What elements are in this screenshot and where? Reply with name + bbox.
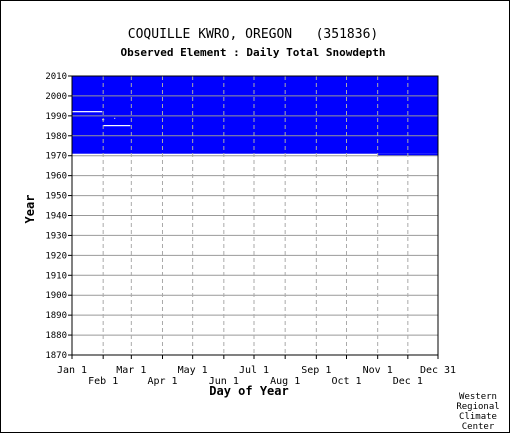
y-tick-label: 1940 (45, 212, 67, 222)
x-tick-label: Mar 1 (116, 365, 146, 376)
credit-line: Western (459, 392, 497, 402)
x-axis-label: Day of Year (209, 384, 288, 398)
y-tick-label: 1980 (45, 132, 67, 142)
y-tick-label: 1920 (45, 251, 67, 261)
y-tick-label: 1930 (45, 231, 67, 241)
y-tick-label: 1880 (45, 331, 67, 341)
x-tick-label: Feb 1 (88, 376, 118, 387)
y-axis-ticks: 2010 2000 1990 1980 1970 1960 1950 1940 1930 1920… (45, 72, 72, 361)
missing-data-gap (114, 117, 116, 119)
x-tick-label: Oct 1 (331, 376, 361, 387)
y-tick-label: 1910 (45, 271, 67, 281)
data-layer (72, 76, 438, 156)
y-tick-label: 1870 (45, 351, 67, 361)
x-tick-label: Aug 1 (270, 376, 300, 387)
y-tick-label: 1950 (45, 192, 67, 202)
chart-title: COQUILLE KWRO, OREGON (351836) (128, 27, 378, 42)
x-tick-label: Jul 1 (239, 365, 269, 376)
grid-layer (72, 76, 438, 355)
y-tick-label: 1970 (45, 152, 67, 162)
snowdepth-data-region (72, 76, 438, 154)
x-tick-label: Apr 1 (147, 376, 177, 387)
credit-line: Climate (459, 412, 497, 422)
y-tick-label: 2000 (45, 92, 67, 102)
chart-subtitle: Observed Element : Daily Total Snowdepth (121, 46, 386, 59)
missing-data-gap (72, 111, 103, 113)
y-axis-label: Year (23, 195, 37, 224)
x-tick-label: Dec 1 (393, 376, 423, 387)
credit-block: Western Regional Climate Center (456, 392, 499, 432)
x-tick-label: May 1 (178, 365, 208, 376)
x-tick-label: Sep 1 (301, 365, 331, 376)
x-axis-ticks: Jan 1 Mar 1 May 1 Jul 1 Sep 1 Nov 1 Dec 31 Feb … (57, 355, 456, 387)
y-tick-label: 1960 (45, 172, 67, 182)
y-tick-label: 2010 (45, 72, 67, 82)
credit-line: Center (462, 422, 495, 432)
x-tick-label: Jun 1 (209, 376, 239, 387)
x-tick-label: Nov 1 (363, 365, 393, 376)
missing-data-gap (103, 125, 131, 127)
y-tick-label: 1890 (45, 311, 67, 321)
x-tick-label: Jan 1 (57, 365, 87, 376)
x-tick-label: Dec 31 (420, 365, 456, 376)
y-tick-label: 1990 (45, 112, 67, 122)
y-tick-label: 1900 (45, 291, 67, 301)
credit-line: Regional (456, 402, 499, 412)
